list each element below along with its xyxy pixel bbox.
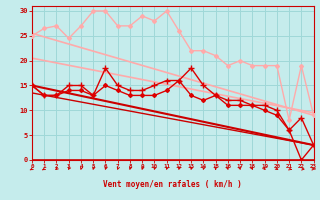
X-axis label: Vent moyen/en rafales ( km/h ): Vent moyen/en rafales ( km/h )	[103, 180, 242, 189]
